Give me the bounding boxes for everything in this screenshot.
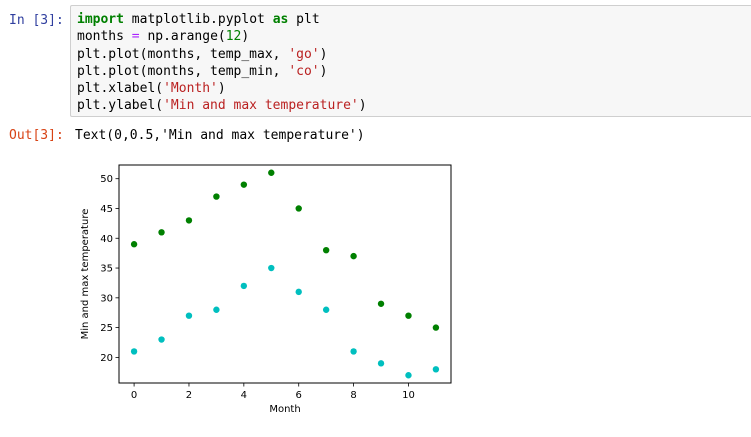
code-token: as [272,12,289,27]
y-axis-ticks: 20 25 30 35 40 45 50 [100,174,119,364]
data-point-series-2 [130,348,138,355]
data-point-series-1 [377,300,385,307]
code-line: plt.plot(months, temp_max, 'go') [77,47,327,62]
code-token: ) [358,98,367,114]
y-tick-label: 25 [100,323,113,334]
code-token: 'co' [288,63,320,79]
code-line: months = np.arange(12) [77,29,249,44]
code-token: np.arange( [139,29,226,45]
data-point-series-2 [158,336,165,343]
code-line: plt.xlabel('Month') [77,81,226,96]
data-point-series-1 [268,169,275,176]
axes-frame [118,164,452,384]
data-point-series-2 [268,264,275,272]
data-point-series-2 [405,372,412,379]
output-prompt: Out[3]: [9,128,64,143]
data-point-series-1 [158,229,165,236]
y-tick-label: 45 [100,204,113,215]
scatter-plot: 0 2 4 6 8 10 20 25 30 35 40 45 50 Month Min and max… [80,164,452,415]
data-point-series-2 [432,366,440,373]
code-token: ) [217,81,226,97]
data-point-series-1 [350,252,357,260]
code-token: ) [241,29,250,45]
data-point-series-2 [377,360,385,367]
y-tick-label: 30 [100,293,113,304]
data-point-series-1 [185,217,193,224]
code-line: import matplotlib.pyplot as plt [77,12,320,27]
x-tick-label: 2 [186,390,192,401]
x-tick-label: 8 [350,390,356,401]
data-point-series-1 [130,241,138,248]
data-point-series-2 [350,348,357,355]
code-token: 'go' [288,46,320,62]
code-token: months [77,29,132,45]
y-tick-label: 40 [100,234,113,245]
y-tick-label: 35 [100,264,113,275]
code-token: matplotlib.pyplot [123,12,273,27]
code-line: plt.plot(months, temp_min, 'co') [77,64,327,79]
input-prompt: In [3]: [9,13,64,28]
x-tick-label: 10 [402,390,415,401]
data-point-series-1 [240,181,248,188]
output-text: Text(0,0.5,'Min and max temperature') [75,128,365,143]
code-input-cell[interactable]: import matplotlib.pyplot as plt months =… [70,5,751,117]
data-point-series-2 [240,282,248,290]
data-point-series-2 [322,306,330,313]
data-point-series-1 [295,205,302,212]
code-line: plt.ylabel('Min and max temperature') [77,98,367,113]
x-axis-label: Month [269,404,300,415]
data-point-series-2 [213,306,220,313]
x-tick-label: 0 [131,390,137,401]
code-token: plt [288,12,320,27]
code-token: 'Month' [163,81,218,97]
x-axis-ticks: 0 2 4 6 8 10 [131,383,415,401]
code-token: 'Min and max temperature' [163,98,359,114]
y-axis-label: Min and max temperature [80,209,91,340]
code-token: 12 [225,29,242,45]
data-point-series-1 [432,324,440,331]
x-tick-label: 4 [241,390,247,401]
data-point-series-1 [322,246,330,254]
code-token: = [131,29,140,45]
code-token: plt.ylabel( [77,98,164,114]
code-token: plt.xlabel( [77,81,164,97]
code-token: ) [319,46,328,62]
y-tick-label: 50 [100,174,113,185]
code-token: import [77,12,124,27]
data-point-series-2 [295,288,302,296]
code-token: plt.plot(months, temp_min, [77,63,289,79]
code-editor[interactable]: import matplotlib.pyplot as plt months =… [77,11,367,115]
plot-marks [130,169,440,379]
code-token: plt.plot(months, temp_max, [77,46,289,62]
data-point-series-1 [405,312,412,319]
x-tick-label: 6 [296,390,302,401]
data-point-series-2 [185,312,193,319]
y-tick-label: 20 [100,353,113,364]
data-point-series-1 [213,193,220,200]
code-token: ) [319,63,328,79]
